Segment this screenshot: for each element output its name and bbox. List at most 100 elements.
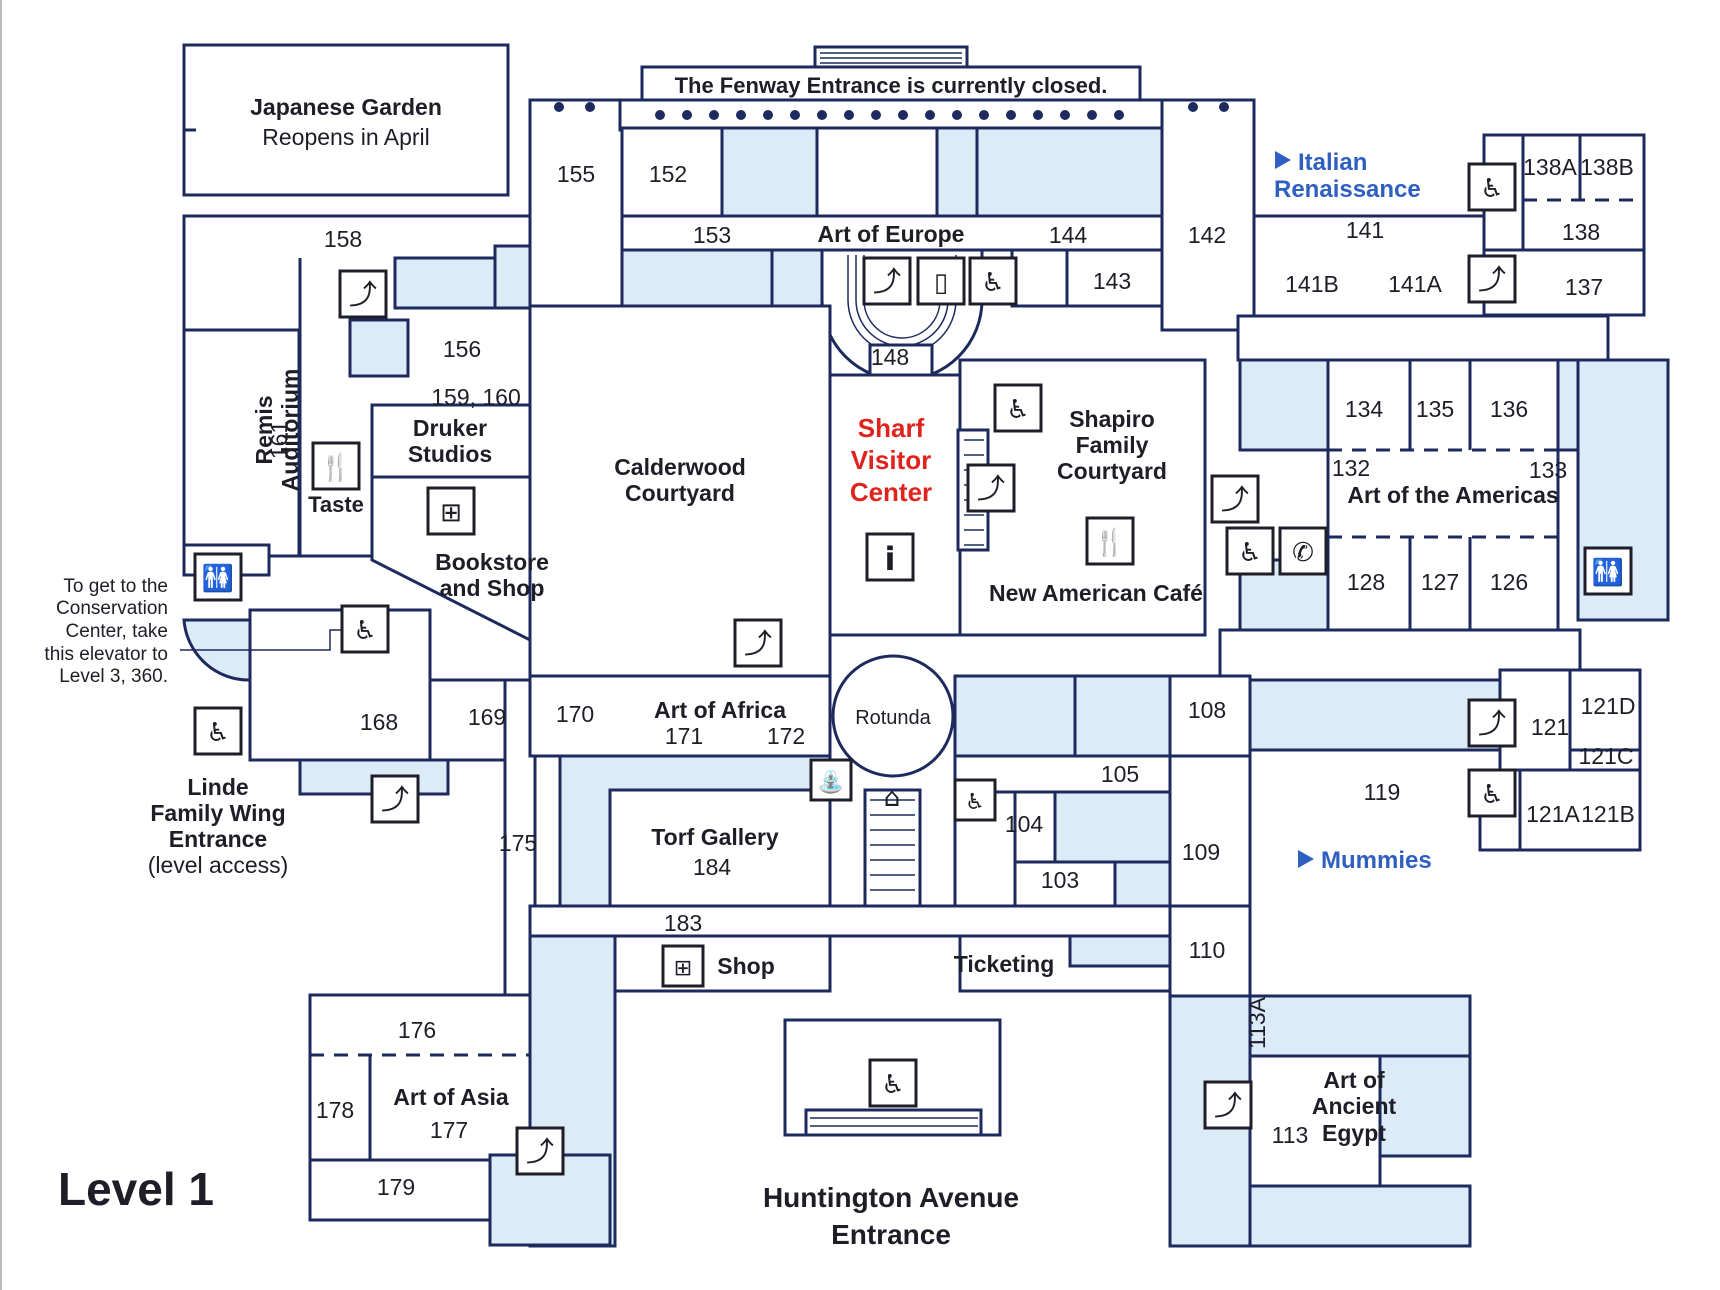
stairs-icon[interactable]: ⤴ xyxy=(1467,698,1517,748)
bookstore-line2: and Shop xyxy=(440,575,545,601)
stairs-icon[interactable]: ⤴ xyxy=(1203,1080,1253,1130)
elevator-accessible-icon[interactable]: ♿ xyxy=(953,778,997,822)
room-113a: 113A xyxy=(1244,996,1270,1049)
svg-text:🚻: 🚻 xyxy=(202,563,234,594)
mummies-link[interactable]: Mummies xyxy=(1298,847,1432,874)
svg-text:⤴: ⤴ xyxy=(526,1135,554,1168)
fenway-closed-notice: The Fenway Entrance is currently closed. xyxy=(675,73,1108,98)
phone-icon: ✆ xyxy=(1278,526,1328,576)
room-104: 104 xyxy=(1005,811,1044,837)
svg-text:♿: ♿ xyxy=(206,718,229,748)
linde-line4: (level access) xyxy=(148,852,289,878)
room-134: 134 xyxy=(1345,396,1384,422)
room-121: 121 xyxy=(1531,714,1569,740)
information-icon[interactable]: i xyxy=(865,532,915,582)
svg-text:♿: ♿ xyxy=(1480,780,1503,810)
fenway-entrance: The Fenway Entrance is currently closed. xyxy=(640,45,1142,105)
room-138: 138 xyxy=(1562,219,1600,245)
level-label: Level 1 xyxy=(58,1163,214,1215)
japanese-garden-title: Japanese Garden xyxy=(250,94,442,120)
room-133: 133 xyxy=(1529,457,1567,483)
elevator-accessible-icon[interactable]: ♿ xyxy=(968,256,1018,306)
rotunda-label: Rotunda xyxy=(855,707,931,729)
restroom-icon: 🚻 xyxy=(1583,546,1633,596)
druker-studios-line1: Druker xyxy=(413,415,487,441)
linde-line3: Entrance xyxy=(169,826,267,852)
svg-text:⤴: ⤴ xyxy=(1221,483,1249,516)
room-128: 128 xyxy=(1347,569,1385,595)
stairs-icon[interactable]: ⤴ xyxy=(1467,254,1517,304)
ticketing-label: Ticketing xyxy=(954,951,1055,977)
linde-line1: Linde xyxy=(187,774,248,800)
stairs-icon[interactable]: ⤴ xyxy=(338,269,388,319)
room-171: 171 xyxy=(665,723,703,749)
gift-shop-icon: ⊞ xyxy=(426,486,476,536)
shapiro-line2: Family xyxy=(1076,432,1149,458)
elevator-accessible-icon[interactable]: ♿ xyxy=(1467,768,1517,818)
conservation-pointer xyxy=(180,629,350,651)
druker-studios-line2: Studios xyxy=(408,441,492,467)
svg-text:⤴: ⤴ xyxy=(349,278,377,311)
room-175: 175 xyxy=(499,830,537,856)
room-158: 158 xyxy=(324,226,362,252)
svg-text:🚻: 🚻 xyxy=(1592,557,1624,588)
room-141a: 141A xyxy=(1388,271,1442,297)
room-109: 109 xyxy=(1182,839,1220,865)
sharf-visitor-center-line2: Visitor xyxy=(851,445,931,475)
room-119: 119 xyxy=(1364,779,1401,805)
japanese-garden-subtitle: Reopens in April xyxy=(262,124,430,150)
stairs-icon[interactable]: ⤴ xyxy=(1210,474,1260,524)
svg-text:♿: ♿ xyxy=(1238,538,1261,568)
elevator-accessible-icon[interactable]: ♿ xyxy=(993,383,1043,433)
restaurant-icon: 🍴 xyxy=(311,441,361,491)
svg-text:⤴: ⤴ xyxy=(381,783,409,816)
bookstore-line1: Bookstore xyxy=(435,549,549,575)
room-148: 148 xyxy=(871,344,909,370)
room-159-160: 159, 160 xyxy=(431,384,521,410)
elevator-accessible-icon[interactable]: ♿ xyxy=(1467,162,1517,212)
mummies-link-label: Mummies xyxy=(1321,847,1432,874)
room-152: 152 xyxy=(649,161,687,187)
torf-gallery-label: Torf Gallery xyxy=(651,824,779,850)
water-fountain-icon: ⛲ xyxy=(809,758,853,802)
elevator-accessible-icon[interactable]: ♿ xyxy=(340,604,390,654)
restaurant-icon: 🍴 xyxy=(1085,516,1135,566)
room-153: 153 xyxy=(693,222,731,248)
room-126: 126 xyxy=(1490,569,1528,595)
south-block xyxy=(308,904,1472,1248)
rotunda-area xyxy=(528,654,1252,908)
stairs-icon[interactable]: ⤴ xyxy=(515,1126,565,1176)
room-136: 136 xyxy=(1490,396,1528,422)
gift-shop-icon: ⊞ xyxy=(661,944,705,988)
locker-icon: ▯ xyxy=(916,256,966,306)
egypt-line1: Art of xyxy=(1323,1067,1385,1093)
conservation-note-line2: Conservation xyxy=(56,598,168,619)
room-169: 169 xyxy=(468,704,506,730)
room-132: 132 xyxy=(1332,455,1370,481)
room-178: 178 xyxy=(316,1097,354,1123)
stairs-icon[interactable]: ⤴ xyxy=(966,463,1016,513)
svg-text:⤴: ⤴ xyxy=(1478,263,1506,296)
svg-text:⊞: ⊞ xyxy=(440,498,462,528)
elevator-accessible-icon[interactable]: ♿ xyxy=(1225,526,1275,576)
stairs-icon[interactable]: ⤴ xyxy=(733,618,783,668)
coat-check-icon: ⌂ xyxy=(884,783,901,813)
room-184: 184 xyxy=(693,854,732,880)
room-numbers: 155 152 153 144 142 141 138 138A 138B 14… xyxy=(316,154,1636,1200)
room-155: 155 xyxy=(557,161,595,187)
svg-text:🍴: 🍴 xyxy=(320,452,352,483)
shapiro-line1: Shapiro xyxy=(1069,406,1155,432)
room-137: 137 xyxy=(1565,274,1603,300)
italian-renaissance-link[interactable]: Italian Renaissance xyxy=(1274,149,1421,203)
room-121b: 121B xyxy=(1581,801,1635,827)
svg-text:⛲: ⛲ xyxy=(817,769,844,795)
conservation-note-line5: Level 3, 360. xyxy=(59,666,168,687)
sharf-visitor-center-line3: Center xyxy=(850,477,932,507)
room-110: 110 xyxy=(1189,937,1226,963)
stairs-icon[interactable]: ⤴ xyxy=(862,256,912,306)
stairs-icon[interactable]: ⤴ xyxy=(370,774,420,824)
italian-link-line2: Renaissance xyxy=(1274,176,1421,203)
new-american-cafe-label: New American Café xyxy=(989,580,1203,606)
svg-text:♿: ♿ xyxy=(1006,395,1029,425)
svg-text:✆: ✆ xyxy=(1292,538,1314,568)
